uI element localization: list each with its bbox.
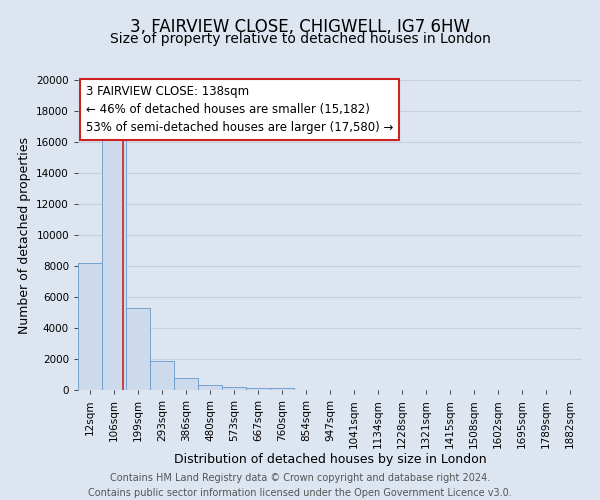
Bar <box>270 388 294 390</box>
Bar <box>126 308 150 390</box>
Y-axis label: Number of detached properties: Number of detached properties <box>17 136 31 334</box>
Text: Size of property relative to detached houses in London: Size of property relative to detached ho… <box>110 32 490 46</box>
Bar <box>222 387 246 390</box>
Bar <box>198 386 222 390</box>
Text: Contains HM Land Registry data © Crown copyright and database right 2024.
Contai: Contains HM Land Registry data © Crown c… <box>88 472 512 498</box>
Bar <box>246 388 270 390</box>
Bar <box>174 378 198 390</box>
Text: 3 FAIRVIEW CLOSE: 138sqm
← 46% of detached houses are smaller (15,182)
53% of se: 3 FAIRVIEW CLOSE: 138sqm ← 46% of detach… <box>86 84 393 134</box>
Text: 3, FAIRVIEW CLOSE, CHIGWELL, IG7 6HW: 3, FAIRVIEW CLOSE, CHIGWELL, IG7 6HW <box>130 18 470 36</box>
Bar <box>78 263 102 390</box>
Bar <box>102 134 126 390</box>
Bar <box>150 362 174 390</box>
X-axis label: Distribution of detached houses by size in London: Distribution of detached houses by size … <box>173 454 487 466</box>
